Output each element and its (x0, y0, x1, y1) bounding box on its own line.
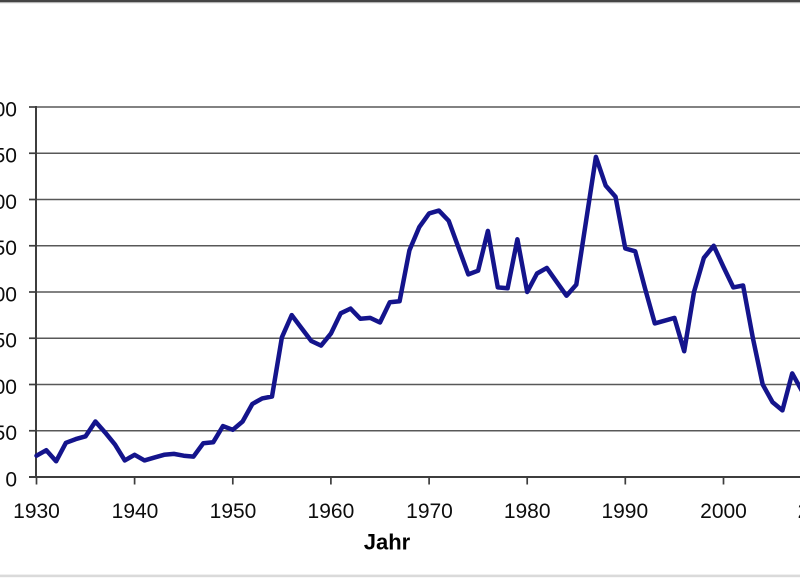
svg-text:1970: 1970 (406, 500, 453, 523)
svg-text:1980: 1980 (504, 500, 551, 523)
svg-text:50: 50 (0, 422, 17, 445)
svg-text:400: 400 (0, 98, 17, 121)
svg-text:250: 250 (0, 237, 17, 260)
svg-text:1960: 1960 (308, 500, 355, 523)
svg-text:200: 200 (0, 283, 17, 306)
svg-text:350: 350 (0, 145, 17, 168)
svg-text:2010: 2010 (798, 500, 800, 523)
svg-text:1950: 1950 (210, 500, 257, 523)
svg-text:Jahr: Jahr (364, 530, 411, 555)
svg-text:0: 0 (5, 468, 17, 491)
svg-text:2000: 2000 (700, 500, 747, 523)
svg-text:1930: 1930 (13, 500, 60, 523)
svg-text:100: 100 (0, 376, 17, 399)
svg-text:1990: 1990 (601, 500, 648, 523)
svg-text:150: 150 (0, 330, 17, 353)
svg-text:300: 300 (0, 191, 17, 214)
svg-text:1940: 1940 (112, 500, 159, 523)
